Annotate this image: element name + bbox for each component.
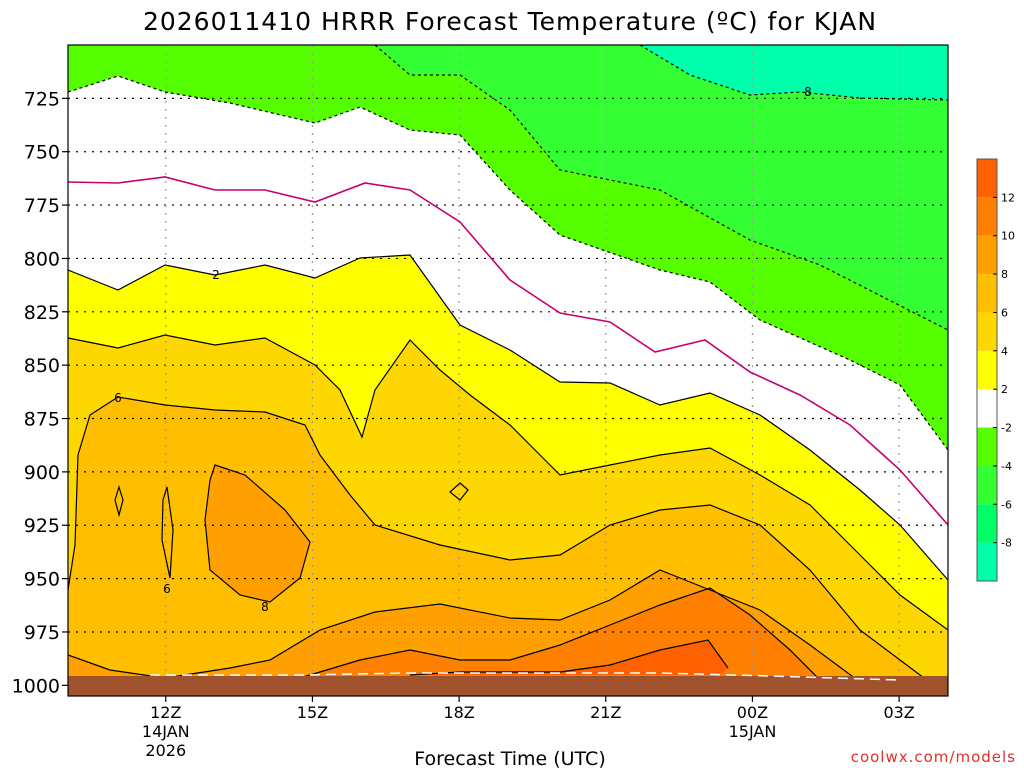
colorbar-label: 6	[1001, 306, 1008, 319]
y-tick-label: 1000	[12, 675, 60, 697]
contour-6	[68, 396, 948, 696]
colorbar: 12 10 8 6 4 2 -2 -4 -6 -8	[976, 158, 1015, 582]
colorbar-swatch	[977, 504, 997, 543]
x-tick-label: 12Z	[150, 703, 181, 722]
ground	[68, 676, 948, 696]
x-tick-label: 18Z	[443, 703, 474, 722]
credit-text: coolwx.com/models	[851, 748, 1016, 766]
colorbar-swatch	[977, 465, 997, 505]
colorbar-label: 4	[1001, 345, 1008, 358]
contour-label-2: 2	[212, 268, 220, 282]
contour-label-6b: 6	[163, 582, 171, 596]
y-tick-label: 875	[24, 409, 60, 431]
contour-label-6a: 6	[114, 391, 122, 405]
surface-line	[150, 672, 901, 681]
colorbar-swatch	[977, 159, 997, 198]
y-tick-label: 775	[24, 195, 60, 217]
chart-title: 2026011410 HRRR Forecast Temperature (ºC…	[143, 7, 877, 36]
x-tick-label: 03Z	[883, 703, 914, 722]
contour-8	[68, 569, 876, 696]
y-tick-label: 725	[24, 88, 60, 110]
contour-2	[68, 254, 948, 581]
x-tick-sublabel: 2026	[145, 741, 186, 760]
x-tick-sublabel: 14JAN	[142, 722, 190, 741]
colorbar-swatch	[977, 312, 997, 351]
colorbar-swatch	[977, 274, 997, 313]
contour-6-cell-b	[161, 486, 174, 579]
contour-minus-2	[68, 75, 948, 451]
y-tick-label: 950	[24, 569, 60, 591]
x-tick-sublabel: 15JAN	[729, 722, 777, 741]
contour-label-8b: 8	[804, 85, 812, 99]
plot-frame	[67, 44, 949, 697]
y-tick-label: 975	[24, 622, 60, 644]
colorbar-swatch	[977, 350, 997, 390]
colorbar-label: -2	[1001, 422, 1012, 435]
colorbar-swatch	[977, 235, 997, 275]
contour-label-8a: 8	[261, 600, 269, 614]
contour-minus-4	[374, 45, 948, 331]
y-tick-label: 800	[24, 248, 60, 270]
contour-4-cell	[449, 482, 469, 501]
plot-area: 2 6 6 8 8	[68, 45, 948, 696]
x-axis-title: Forecast Time (UTC)	[414, 748, 605, 768]
zero-degree-line	[68, 176, 948, 526]
band-8-bubble	[205, 465, 310, 602]
contour-12	[409, 639, 729, 676]
colorbar-label: -8	[1001, 537, 1012, 550]
contour-4	[68, 334, 948, 631]
contour-minus-6	[639, 45, 948, 101]
y-tick-label: 925	[24, 515, 60, 537]
y-tick-label: 900	[24, 462, 60, 484]
colorbar-label: 2	[1001, 383, 1008, 396]
colorbar-label: -4	[1001, 460, 1012, 473]
colorbar-label: -6	[1001, 498, 1012, 511]
y-tick-label: 750	[24, 142, 60, 164]
colorbar-frame	[976, 158, 998, 582]
x-tick-label: 21Z	[590, 703, 621, 722]
contour-10	[259, 587, 821, 691]
y-tick-label: 850	[24, 355, 60, 377]
y-tick-label: 825	[24, 302, 60, 324]
colorbar-swatch	[977, 542, 997, 581]
colorbar-label: 10	[1001, 230, 1015, 243]
colorbar-label: 8	[1001, 268, 1008, 281]
contour-lines	[68, 45, 948, 696]
colorbar-swatch	[977, 197, 997, 236]
contour-6-cell-a	[114, 484, 124, 518]
band-gt-12	[410, 640, 728, 675]
colorbar-swatch	[977, 427, 997, 466]
x-tick-label: 00Z	[737, 703, 768, 722]
colorbar-swatch	[977, 389, 997, 428]
contour-8-bubble	[204, 464, 311, 603]
x-tick-label: 15Z	[297, 703, 328, 722]
y-axis: 725 750 775 800 825 850 875 900 925 950 975 1000	[12, 88, 68, 697]
colorbar-label: 12	[1001, 191, 1015, 204]
